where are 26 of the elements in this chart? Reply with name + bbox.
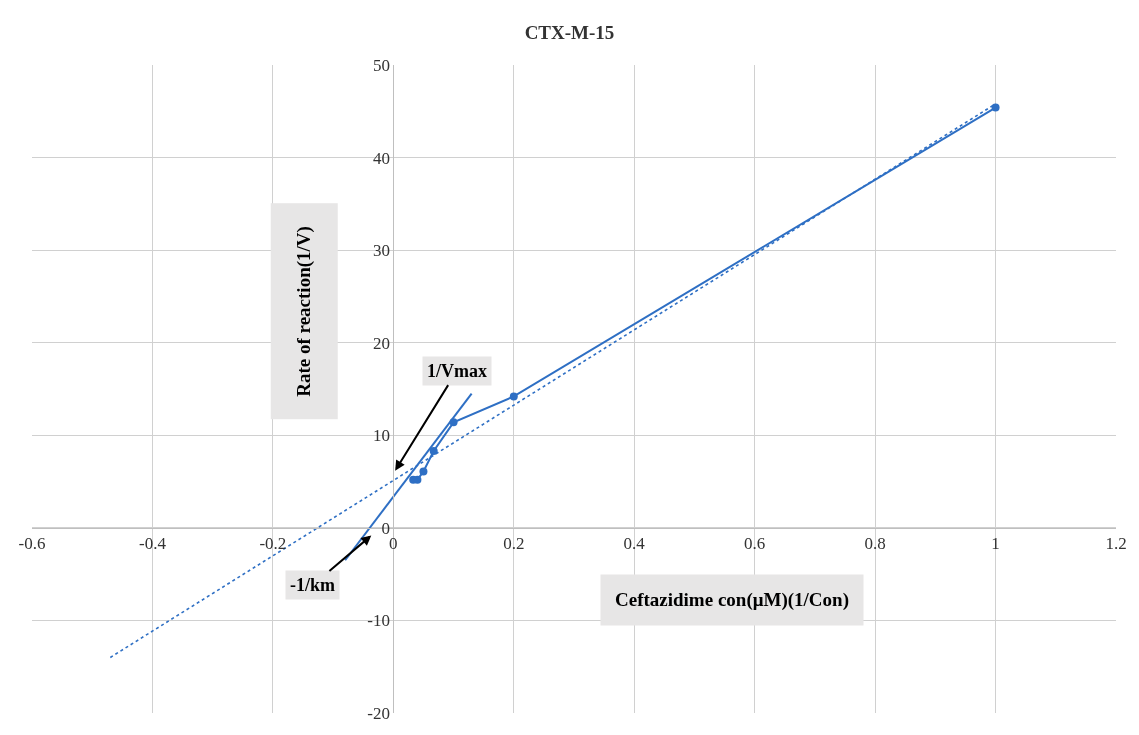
x-tick-label: 1 bbox=[991, 534, 1000, 554]
point bbox=[509, 392, 518, 401]
y-tick-label: 30 bbox=[372, 241, 390, 261]
annotation: 1/Vmax bbox=[427, 361, 487, 381]
x-tick-label: -0.4 bbox=[138, 534, 167, 554]
x-tick-label: 0.2 bbox=[503, 534, 525, 554]
y-tick-label: 0 bbox=[381, 518, 390, 538]
chart-title: CTX-M-15 bbox=[524, 22, 615, 44]
y-tick-label: 50 bbox=[372, 55, 390, 75]
y-tick-label: -20 bbox=[367, 703, 390, 723]
annotation: -1/km bbox=[290, 575, 336, 595]
y-tick-label: -10 bbox=[367, 611, 390, 631]
point bbox=[429, 447, 438, 456]
point bbox=[991, 103, 1000, 112]
x-tick-label: 0.8 bbox=[864, 534, 886, 554]
x-tick-label: -0.6 bbox=[18, 534, 46, 554]
x-tick-label: 1.2 bbox=[1105, 534, 1127, 554]
point bbox=[419, 467, 428, 476]
x-tick-label: 0.6 bbox=[744, 534, 766, 554]
y-tick-label: 20 bbox=[372, 333, 390, 353]
y-tick-label: 40 bbox=[372, 148, 390, 168]
y-tick-label: 10 bbox=[372, 426, 390, 446]
x-axis-title: Ceftazidime con(μM)(1/Con) bbox=[615, 589, 849, 611]
x-tick-label: -0.2 bbox=[259, 534, 287, 554]
x-tick-label: 0.4 bbox=[623, 534, 646, 554]
y-axis-title: Rate of reaction(1/V) bbox=[293, 226, 316, 397]
